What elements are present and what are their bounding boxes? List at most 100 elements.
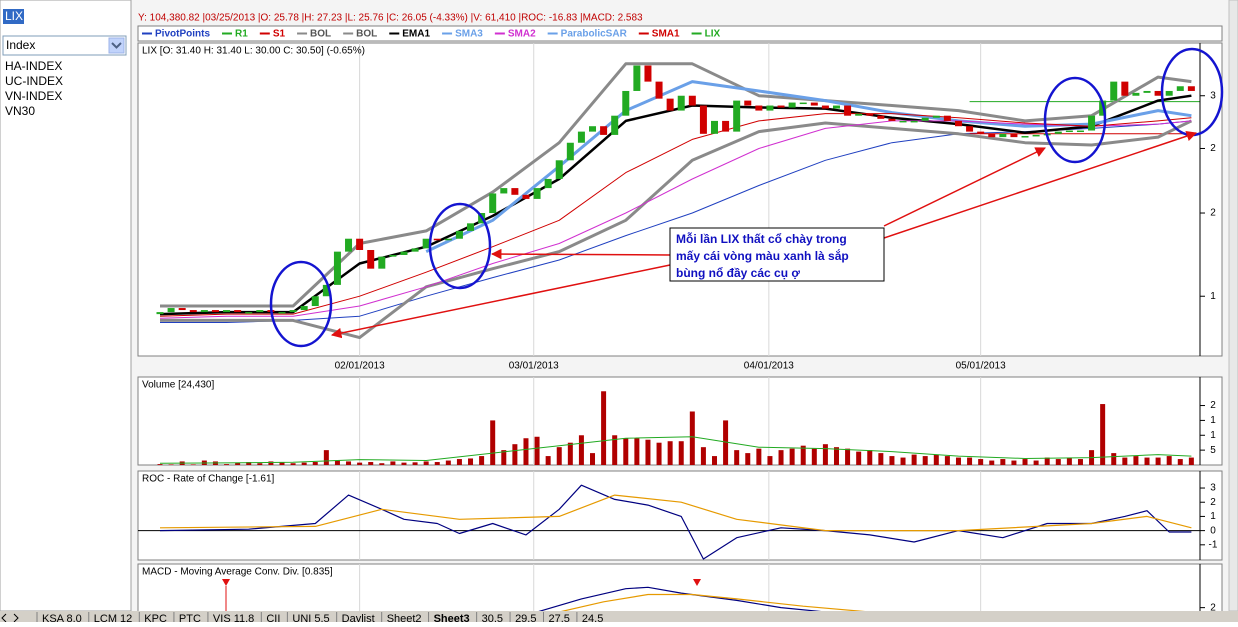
tabs: KSA 8.0 LCM 12 KPC PTC VIS 11.8 CII UNI 5.5 Day… bbox=[36, 612, 603, 625]
index-item[interactable]: VN30 bbox=[5, 104, 35, 118]
panel-title: Volume [24,430] bbox=[142, 380, 214, 391]
sheet-tab[interactable]: KPC bbox=[144, 613, 167, 625]
sheet-tab[interactable]: PTC bbox=[179, 613, 201, 625]
axes: LIX [O: 31.40 H: 31.40 L: 30.00 C: 30.50… bbox=[142, 43, 1218, 613]
candle bbox=[810, 102, 818, 106]
candle bbox=[533, 188, 541, 199]
volume-bar bbox=[590, 453, 596, 465]
symbol[interactable]: LIX bbox=[5, 9, 23, 23]
legend-label[interactable]: LIX bbox=[705, 29, 721, 40]
candle bbox=[511, 188, 519, 195]
volume-bar bbox=[268, 461, 274, 465]
y-tick-label: 1 bbox=[1210, 291, 1216, 302]
symbol-box[interactable] bbox=[3, 9, 24, 24]
candle bbox=[977, 131, 985, 134]
highlight-ellipse bbox=[269, 260, 333, 348]
legend: PivotPoints R1 S1 BOL BOL EMA1 SMA3 SMA2 Parabol… bbox=[142, 29, 720, 40]
sheet-tab[interactable]: 29.5 bbox=[515, 613, 536, 625]
indicator-line bbox=[560, 593, 866, 611]
volume-bar bbox=[623, 438, 629, 465]
candle bbox=[156, 312, 164, 315]
volume-bar bbox=[479, 456, 485, 465]
volume-bar bbox=[1177, 459, 1183, 465]
legend-label[interactable]: SMA3 bbox=[455, 29, 483, 40]
volume-bar bbox=[190, 464, 196, 465]
candle bbox=[234, 310, 242, 313]
tab-nav[interactable] bbox=[1, 613, 19, 623]
sheet-tab[interactable]: LCM 12 bbox=[94, 613, 133, 625]
candle bbox=[910, 120, 918, 123]
y-tick-label: 5 bbox=[1210, 445, 1216, 456]
legend-label[interactable]: R1 bbox=[235, 29, 248, 40]
index-item[interactable]: VN-INDEX bbox=[5, 89, 62, 103]
index-item[interactable]: UC-INDEX bbox=[5, 74, 63, 88]
candle bbox=[644, 65, 652, 82]
plots bbox=[138, 43, 1200, 611]
dropdown[interactable] bbox=[2, 35, 127, 56]
sheet-tab[interactable]: Sheet3 bbox=[434, 613, 470, 625]
indicator-line bbox=[159, 494, 1192, 532]
arrow bbox=[883, 147, 1046, 227]
volume-bar bbox=[1188, 457, 1194, 465]
volume-bar bbox=[567, 442, 573, 465]
volume-bar bbox=[1033, 460, 1039, 465]
sheet-tab[interactable]: 30.5 bbox=[482, 613, 503, 625]
dropdown-value[interactable]: Index bbox=[6, 38, 35, 52]
candle bbox=[577, 131, 585, 143]
volume-bar bbox=[1011, 460, 1017, 465]
sheet-tab[interactable]: Sheet2 bbox=[387, 613, 422, 625]
volume-bar bbox=[468, 458, 474, 465]
y-tick-label: -1 bbox=[1209, 539, 1218, 550]
volume-bar bbox=[312, 462, 318, 465]
volume-bar bbox=[1077, 459, 1083, 465]
candle bbox=[389, 254, 397, 257]
candle bbox=[755, 105, 763, 111]
volume-bar bbox=[789, 448, 795, 465]
sheet-tab[interactable]: UNI 5.5 bbox=[292, 613, 329, 625]
volume-bar bbox=[379, 463, 385, 465]
legend-label[interactable]: S1 bbox=[273, 29, 286, 40]
candle bbox=[289, 310, 297, 313]
volume-bar bbox=[678, 441, 684, 465]
legend-label[interactable]: BOL bbox=[310, 29, 331, 40]
candle bbox=[1132, 92, 1140, 96]
legend-label[interactable]: SMA1 bbox=[652, 29, 680, 40]
candle bbox=[1143, 90, 1151, 93]
sheet-tab[interactable]: VIS 11.8 bbox=[213, 613, 254, 625]
index-item[interactable]: HA-INDEX bbox=[5, 59, 62, 73]
candle bbox=[988, 133, 996, 138]
sheet-tab[interactable]: 24.5 bbox=[582, 613, 603, 625]
candle bbox=[211, 310, 219, 313]
candle bbox=[1165, 90, 1173, 96]
candle bbox=[467, 223, 475, 231]
volume-bar bbox=[301, 462, 307, 465]
candle bbox=[189, 310, 197, 313]
candle bbox=[245, 312, 253, 314]
sheet-tab[interactable]: KSA 8.0 bbox=[42, 613, 82, 625]
legend-label[interactable]: PivotPoints bbox=[155, 29, 210, 40]
volume-bar bbox=[512, 444, 518, 465]
volume-bar bbox=[1044, 457, 1050, 465]
sheet-tab[interactable]: CII bbox=[266, 613, 280, 625]
candle bbox=[400, 251, 408, 255]
annotation-line: Mỗi lần LIX thất cổ chày trong bbox=[676, 231, 847, 246]
legend-label[interactable]: SMA2 bbox=[508, 29, 536, 40]
sheet-tab[interactable]: Daylist bbox=[342, 613, 375, 625]
legend-label[interactable]: EMA1 bbox=[402, 29, 430, 40]
sheet-tab[interactable]: 27.5 bbox=[548, 613, 569, 625]
scrollbar[interactable] bbox=[1228, 0, 1238, 612]
volume-bar bbox=[1122, 457, 1128, 465]
candle bbox=[888, 118, 896, 121]
candle bbox=[677, 95, 685, 111]
volume-bar bbox=[922, 456, 928, 465]
x-tick-label: 04/01/2013 bbox=[744, 361, 794, 372]
dropdown-button[interactable] bbox=[108, 37, 125, 54]
candle bbox=[766, 105, 774, 111]
volume-bar bbox=[279, 462, 285, 465]
volume-bar bbox=[323, 450, 329, 465]
legend-label[interactable]: ParabolicSAR bbox=[561, 29, 628, 40]
signal-marker bbox=[693, 579, 701, 586]
legend-box bbox=[137, 25, 1223, 42]
volume-bar bbox=[490, 420, 496, 465]
legend-label[interactable]: BOL bbox=[356, 29, 377, 40]
